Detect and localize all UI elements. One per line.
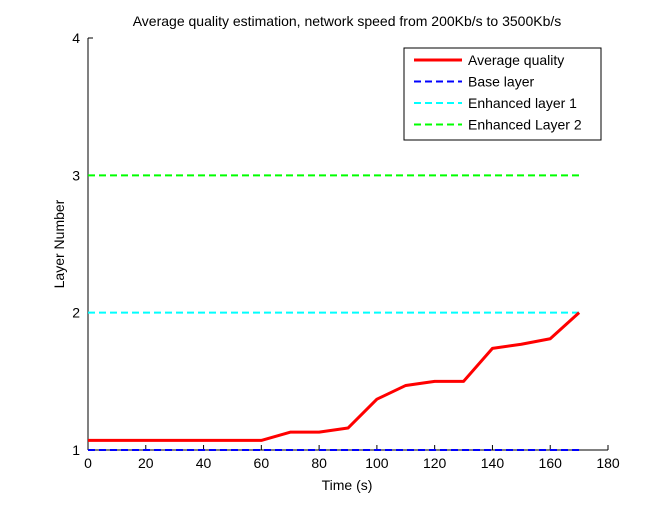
chart-title: Average quality estimation, network spee… bbox=[133, 13, 562, 29]
y-tick-label: 2 bbox=[72, 305, 80, 321]
series-line-average-quality bbox=[88, 311, 581, 442]
x-tick-label: 80 bbox=[311, 455, 327, 471]
x-tick-label: 120 bbox=[423, 455, 447, 471]
x-tick-label: 140 bbox=[481, 455, 505, 471]
x-tick-label: 160 bbox=[539, 455, 563, 471]
x-axis-label: Time (s) bbox=[322, 477, 373, 493]
legend-label-enhanced-layer-1: Enhanced layer 1 bbox=[468, 95, 577, 111]
y-tick-label: 4 bbox=[72, 30, 80, 46]
legend-label-enhanced-layer-2: Enhanced Layer 2 bbox=[468, 117, 582, 133]
x-tick-label: 60 bbox=[254, 455, 270, 471]
legend-label-average-quality: Average quality bbox=[468, 52, 564, 68]
x-tick-label: 40 bbox=[196, 455, 212, 471]
x-tick-label: 0 bbox=[84, 455, 92, 471]
plot-area: 0 20 40 60 80 100 120 140 160 180 1 2 3 4 bbox=[72, 30, 620, 471]
y-tick-label: 3 bbox=[72, 167, 80, 183]
x-tick-label: 20 bbox=[138, 455, 154, 471]
y-tick-label: 1 bbox=[72, 442, 80, 458]
legend-label-base-layer: Base layer bbox=[468, 74, 534, 90]
y-axis-label: Layer Number bbox=[51, 199, 67, 288]
x-tick-label: 100 bbox=[365, 455, 389, 471]
legend: Average quality Base layer Enhanced layer … bbox=[403, 47, 602, 141]
x-tick-label: 180 bbox=[596, 455, 620, 471]
